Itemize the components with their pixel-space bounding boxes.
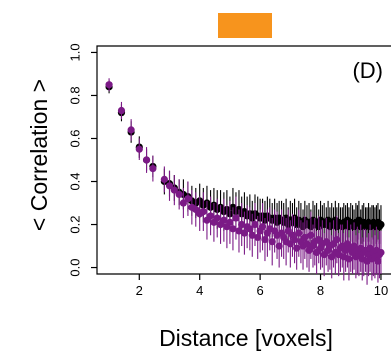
purple-data-point [199,208,207,216]
purple-data-point [179,199,187,207]
y-tick-label: 1.0 [67,43,82,61]
plot-area: 2 4 6 8 10 0.0 0.2 0.4 0.6 0.8 1.0 [67,43,391,298]
purple-data-point [238,220,246,229]
purple-data-point [301,233,309,242]
y-tick-label: 0.2 [67,215,82,233]
purple-data-point [303,240,311,248]
legend-color-marker [218,13,272,38]
purple-data-point [229,225,237,233]
purple-data-point [246,225,254,233]
purple-data-point [293,244,301,252]
x-tick-label: 6 [257,283,264,298]
y-tick-label: 0.6 [67,129,82,147]
x-axis-title: Distance [voxels] [159,325,333,351]
y-tick-label: 0.4 [67,172,82,190]
y-tick-label: 0.0 [67,259,82,277]
purple-data-point [220,216,228,224]
y-tick-label: 0.8 [67,86,82,104]
purple-data-point [333,235,341,244]
purple-data-point [261,235,269,244]
x-tick-label: 2 [136,283,143,298]
purple-data-point [117,106,126,115]
purple-data-point [232,214,240,222]
plot-frame [96,45,391,275]
purple-data-point [295,229,303,237]
purple-data-point [235,227,243,235]
purple-data-point [213,214,221,222]
purple-data-point [165,182,174,190]
panel-label: (D) [352,58,383,83]
purple-data-point [170,186,178,194]
purple-data-point [345,255,353,263]
purple-data-point [142,156,151,164]
purple-data-point [374,257,382,265]
x-tick-label: 8 [317,283,324,298]
purple-data-point [149,165,157,173]
purple-data-point [160,175,168,183]
purple-data-point [290,235,299,244]
black-data-point [377,220,385,229]
purple-data-point [254,233,262,242]
purple-data-point [240,229,249,237]
purple-data-point [184,195,192,203]
purple-data-point [268,238,276,246]
purple-data-point [127,126,135,134]
x-tick-label: 10 [374,283,388,298]
purple-data-point [248,231,256,239]
purple-data-point [105,81,113,89]
purple-data-point [135,145,143,153]
purple-data-point [226,218,234,226]
x-tick-label: 4 [196,283,203,298]
purple-data-point [258,223,267,231]
purple-data-point [175,190,183,199]
y-axis-title: < Correlation > [26,79,52,231]
purple-data-point [275,242,283,250]
purple-data-point [377,248,385,257]
purple-data-point [307,231,315,239]
purple-data-point [251,220,259,229]
purple-data-point [206,212,215,220]
